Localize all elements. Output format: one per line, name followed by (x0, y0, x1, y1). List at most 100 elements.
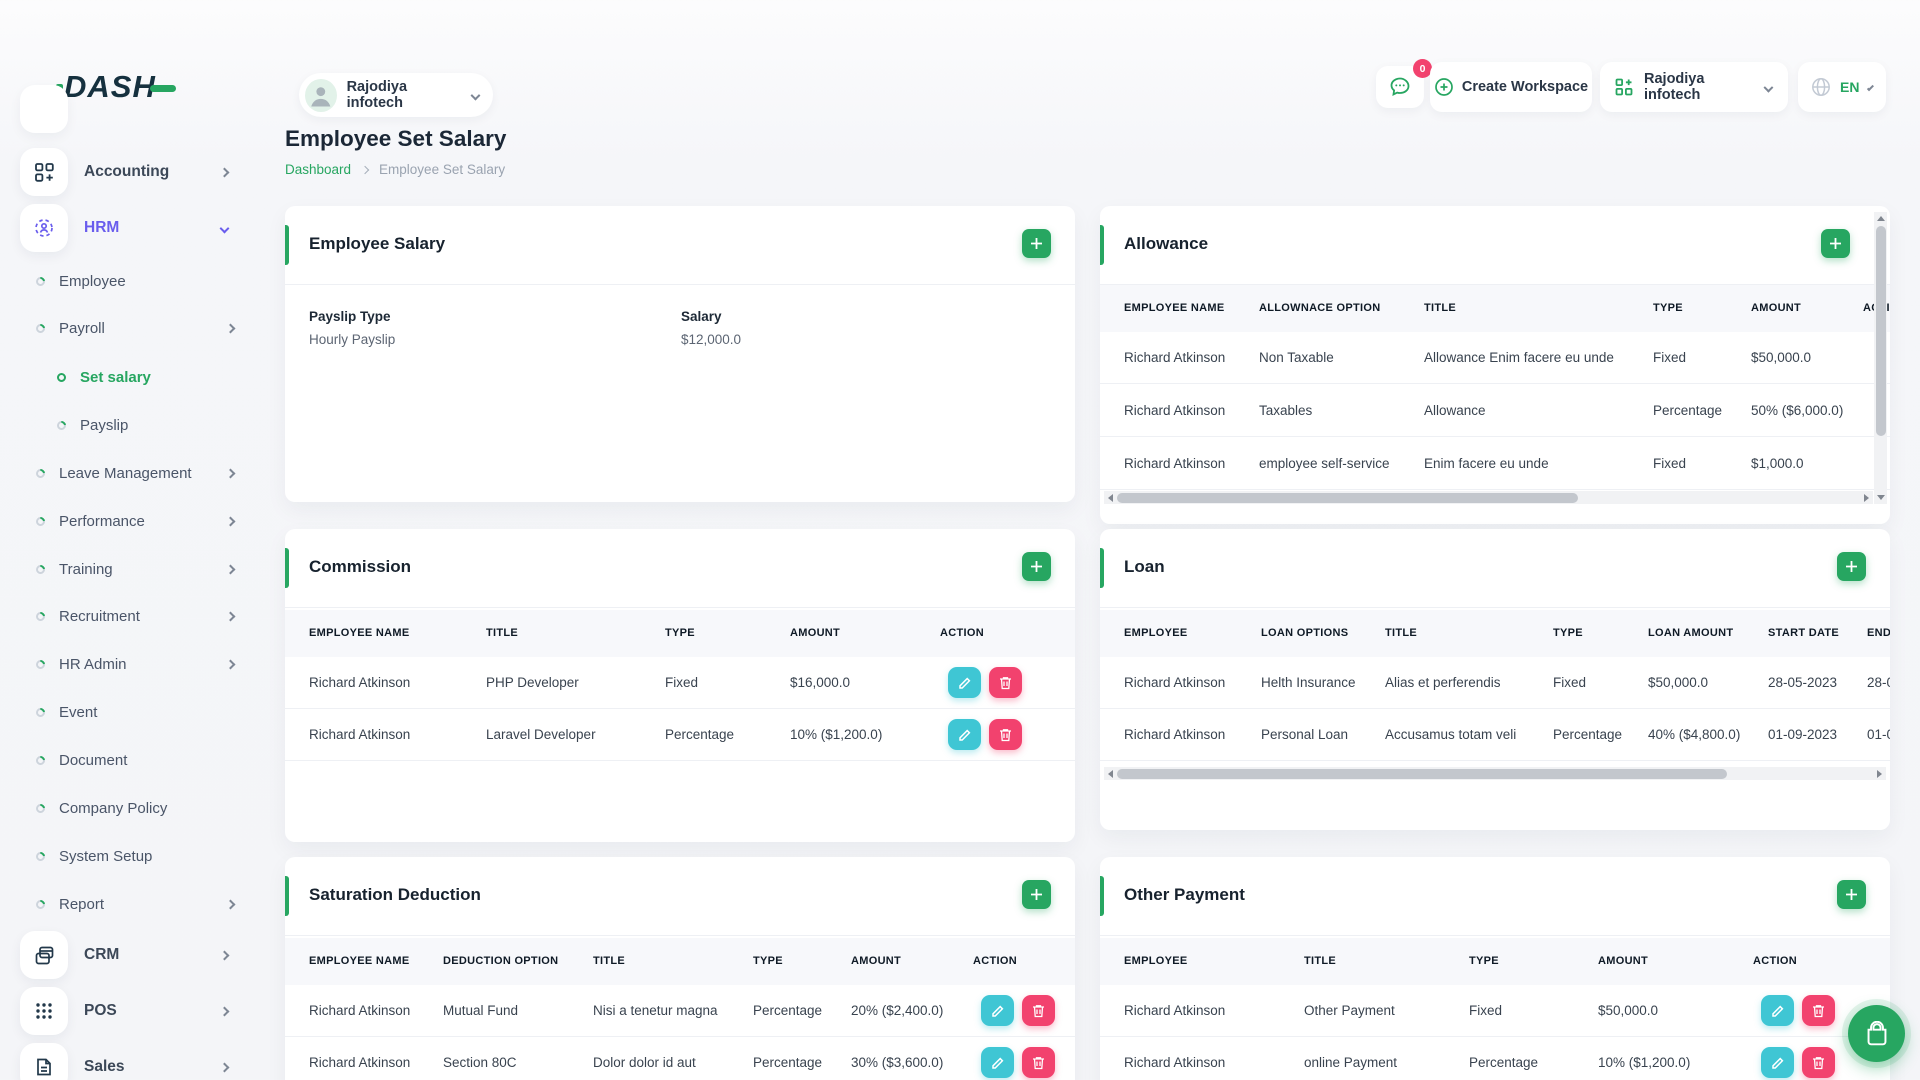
scroll-down-arrow[interactable] (1876, 495, 1885, 500)
cell-employee: Richard Atkinson (309, 1055, 411, 1070)
cell-start-date: 01-09-2023 (1768, 727, 1838, 742)
table-header-row: EMPLOYEE LOAN OPTIONS TITLE TYPE LOAN AM… (1100, 610, 1890, 657)
sidebar-item-pos[interactable]: POS (20, 987, 242, 1035)
column-header: ALLOWNACE OPTION (1259, 302, 1381, 314)
shopping-bag-icon (1864, 1020, 1890, 1047)
cell-type: Fixed (665, 675, 699, 690)
messages-button[interactable]: 0 (1376, 59, 1432, 108)
language-selector[interactable]: EN (1798, 62, 1886, 112)
breadcrumb-separator-icon (360, 165, 370, 174)
cell-option: Section 80C (443, 1055, 517, 1070)
column-header: TYPE (753, 955, 783, 967)
sidebar-item-set-salary[interactable]: Set salary (57, 365, 242, 389)
table-row: Richard Atkinson Other Payment Fixed $50… (1100, 985, 1890, 1037)
edit-button[interactable] (1761, 995, 1794, 1026)
sidebar-item-partial-icon[interactable] (20, 85, 68, 133)
sidebar-item-training[interactable]: Training (34, 557, 242, 581)
table-header-row: EMPLOYEE NAME ALLOWNACE OPTION TITLE TYP… (1100, 285, 1890, 332)
scrollbar-thumb[interactable] (1117, 768, 1727, 779)
cell-employee: Richard Atkinson (1124, 1055, 1226, 1070)
sidebar-item-report[interactable]: Report (34, 892, 242, 916)
column-header: ACTION (973, 955, 1017, 967)
add-commission-button[interactable] (1022, 552, 1051, 581)
delete-button[interactable] (1022, 995, 1055, 1026)
horizontal-scrollbar[interactable] (1104, 491, 1873, 504)
sidebar-item-leave-management[interactable]: Leave Management (34, 461, 242, 485)
sidebar-item-payroll[interactable]: Payroll (34, 316, 242, 340)
column-header: AMOUNT (790, 627, 841, 639)
brand-logo[interactable]: DASH (56, 69, 176, 104)
cell-amount: $50,000.0 (1598, 1003, 1659, 1018)
bullet-icon (34, 321, 47, 335)
sidebar-item-event[interactable]: Event (34, 700, 242, 724)
sidebar-item-performance[interactable]: Performance (34, 509, 242, 533)
workspace-selector[interactable]: Rajodiya infotech (299, 73, 493, 117)
sidebar-item-payslip[interactable]: Payslip (55, 413, 242, 437)
delete-button[interactable] (1022, 1047, 1055, 1078)
cell-option: Non Taxable (1259, 350, 1334, 365)
cell-end-date: 28-0 (1867, 675, 1890, 690)
delete-button[interactable] (989, 719, 1022, 750)
scroll-right-arrow[interactable] (1864, 493, 1869, 502)
scroll-left-arrow[interactable] (1108, 769, 1113, 778)
cell-amount: $50,000.0 (1648, 675, 1709, 690)
column-header: AMOUNT (1751, 302, 1802, 314)
scrollbar-thumb[interactable] (1875, 226, 1886, 436)
sidebar-item-label: Training (59, 560, 113, 578)
create-workspace-button[interactable]: Create Workspace (1430, 62, 1592, 112)
edit-button[interactable] (948, 667, 981, 698)
add-allowance-button[interactable] (1821, 229, 1850, 258)
sidebar-item-recruitment[interactable]: Recruitment (34, 604, 242, 628)
sidebar-item-label: HRM (84, 219, 120, 236)
edit-button[interactable] (1761, 1047, 1794, 1078)
sidebar-item-hr-admin[interactable]: HR Admin (34, 652, 242, 676)
allowance-card: Allowance EMPLOYEE NAME ALLOWNACE OPTION… (1100, 206, 1890, 524)
sidebar-item-label: Sales (84, 1058, 125, 1075)
edit-button[interactable] (981, 1047, 1014, 1078)
sidebar-item-sales[interactable]: Sales (20, 1043, 242, 1080)
bullet-icon (34, 562, 47, 576)
sidebar-item-hrm[interactable]: HRM (20, 204, 242, 252)
column-header: EMPLOYEE (1124, 955, 1188, 967)
accent-bar (1100, 225, 1104, 265)
add-loan-button[interactable] (1837, 552, 1866, 581)
sidebar-item-employee[interactable]: Employee (34, 269, 242, 293)
workspace-grid-icon (1614, 77, 1634, 97)
horizontal-scrollbar[interactable] (1104, 767, 1886, 780)
sidebar-item-label: Company Policy (59, 799, 168, 817)
edit-button[interactable] (948, 719, 981, 750)
cell-employee: Richard Atkinson (1124, 1003, 1226, 1018)
sidebar-item-crm[interactable]: CRM (20, 931, 242, 979)
table-row: Richard Atkinson employee self-service E… (1100, 438, 1890, 490)
add-other-payment-button[interactable] (1837, 880, 1866, 909)
edit-button[interactable] (981, 995, 1014, 1026)
add-employee-salary-button[interactable] (1022, 229, 1051, 258)
bullet-icon (34, 753, 47, 767)
sidebar-item-document[interactable]: Document (34, 748, 242, 772)
scrollbar-thumb[interactable] (1117, 492, 1579, 503)
workspace-switcher[interactable]: Rajodiya infotech (1600, 62, 1788, 112)
vertical-scrollbar[interactable] (1874, 212, 1887, 504)
sidebar-item-system-setup[interactable]: System Setup (34, 844, 242, 868)
breadcrumb-dashboard-link[interactable]: Dashboard (285, 162, 352, 177)
column-header: TYPE (1653, 302, 1683, 314)
workspace-selector-label: Rajodiya infotech (346, 79, 408, 111)
delete-button[interactable] (1802, 1047, 1835, 1078)
sidebar-item-label: Document (59, 751, 128, 769)
chevron-right-icon (219, 950, 230, 960)
table-header-row: EMPLOYEE NAME DEDUCTION OPTION TITLE TYP… (285, 938, 1075, 985)
accent-bar (285, 548, 289, 588)
cell-amount: 30% ($3,600.0) (851, 1055, 944, 1070)
shop-fab-button[interactable] (1848, 1005, 1905, 1062)
cell-type: Percentage (1469, 1055, 1539, 1070)
table-row: Richard Atkinson Taxables Allowance Perc… (1100, 385, 1890, 437)
sidebar-item-accounting[interactable]: Accounting (20, 148, 242, 196)
card-title: Loan (1124, 557, 1165, 576)
delete-button[interactable] (1802, 995, 1835, 1026)
sidebar-item-company-policy[interactable]: Company Policy (34, 796, 242, 820)
scroll-up-arrow[interactable] (1876, 216, 1885, 221)
delete-button[interactable] (989, 667, 1022, 698)
add-saturation-deduction-button[interactable] (1022, 880, 1051, 909)
scroll-right-arrow[interactable] (1877, 769, 1882, 778)
scroll-left-arrow[interactable] (1108, 493, 1113, 502)
